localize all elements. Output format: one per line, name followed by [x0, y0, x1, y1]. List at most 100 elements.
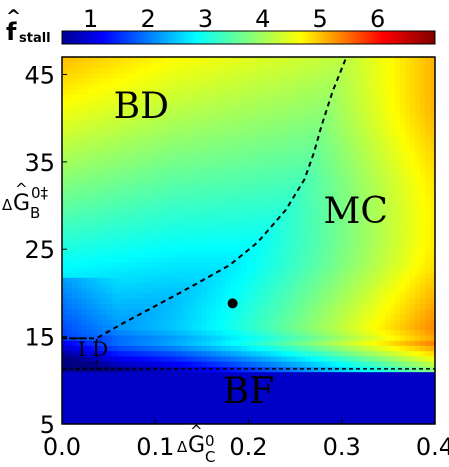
heatmap-cell	[181, 88, 187, 95]
heatmap-cell	[375, 114, 381, 121]
heatmap-cell	[196, 382, 202, 388]
heatmap-cell	[211, 266, 217, 273]
heatmap-cell	[295, 345, 302, 352]
heatmap-cell	[415, 397, 421, 404]
heatmap-cell	[280, 93, 287, 100]
heatmap-cell	[196, 282, 202, 289]
heatmap-cell	[241, 62, 247, 69]
heatmap-cell	[211, 83, 217, 90]
heatmap-cell	[216, 408, 222, 415]
heatmap-cell	[191, 413, 197, 420]
heatmap-cell	[226, 67, 232, 74]
heatmap-cell	[390, 382, 396, 388]
heatmap-cell	[410, 308, 416, 315]
heatmap-cell	[330, 209, 337, 215]
heatmap-cell	[141, 140, 148, 147]
heatmap-cell	[265, 156, 272, 163]
heatmap-cell	[106, 376, 113, 383]
heatmap-cell	[141, 67, 148, 74]
heatmap-cell	[335, 340, 342, 346]
heatmap-cell	[62, 77, 68, 84]
heatmap-cell	[201, 408, 207, 415]
heatmap-cell	[280, 413, 287, 420]
heatmap-cell	[186, 408, 192, 415]
heatmap-cell	[241, 88, 247, 95]
heatmap-cell	[191, 418, 197, 424]
heatmap-cell	[131, 266, 138, 273]
heatmap-cell	[141, 198, 148, 205]
heatmap-cell	[325, 413, 332, 420]
heatmap-cell	[96, 418, 103, 424]
heatmap-cell	[305, 303, 312, 310]
heatmap-cell	[305, 387, 312, 394]
heatmap-cell	[106, 93, 113, 100]
heatmap-cell	[400, 271, 406, 278]
heatmap-cell	[176, 198, 182, 205]
heatmap-cell	[201, 271, 207, 278]
heatmap-cell	[186, 83, 192, 90]
heatmap-cell	[121, 182, 128, 189]
heatmap-cell	[166, 256, 173, 263]
heatmap-cell	[250, 334, 257, 341]
heatmap-cell	[285, 135, 292, 142]
heatmap-cell	[380, 114, 386, 121]
heatmap-cell	[335, 188, 342, 194]
heatmap-cell	[390, 83, 396, 90]
heatmap-cell	[305, 382, 312, 388]
heatmap-cell	[265, 361, 272, 367]
heatmap-cell	[91, 298, 98, 305]
heatmap-cell	[216, 261, 222, 268]
heatmap-cell	[156, 235, 163, 242]
heatmap-cell	[285, 104, 292, 111]
heatmap-cell	[335, 67, 342, 74]
heatmap-cell	[62, 177, 68, 184]
heatmap-cell	[62, 135, 68, 142]
heatmap-cell	[241, 282, 247, 289]
heatmap-cell	[141, 277, 148, 284]
heatmap-cell	[285, 172, 292, 179]
heatmap-cell	[221, 403, 227, 409]
heatmap-cell	[126, 83, 133, 90]
heatmap-cell	[216, 371, 222, 378]
heatmap-cell	[360, 156, 366, 163]
heatmap-cell	[400, 387, 406, 394]
heatmap-cell	[196, 303, 202, 310]
heatmap-cell	[151, 57, 158, 63]
heatmap-cell	[96, 182, 103, 189]
heatmap-cell	[141, 266, 148, 273]
heatmap-cell	[350, 413, 357, 420]
heatmap-cell	[265, 287, 272, 294]
heatmap-cell	[405, 245, 411, 252]
heatmap-cell	[111, 214, 118, 221]
heatmap-cell	[201, 403, 207, 409]
heatmap-cell	[400, 329, 406, 336]
heatmap-cell	[106, 172, 113, 179]
heatmap-cell	[350, 193, 357, 200]
heatmap-cell	[131, 319, 138, 325]
heatmap-cell	[290, 261, 297, 268]
heatmap-cell	[186, 282, 192, 289]
heatmap-cell	[360, 203, 366, 210]
heatmap-cell	[186, 177, 192, 184]
heatmap-cell	[265, 413, 272, 420]
heatmap-cell	[62, 182, 68, 189]
heatmap-cell	[290, 408, 297, 415]
heatmap-cell	[315, 334, 322, 341]
heatmap-cell	[330, 167, 337, 173]
heatmap-cell	[156, 250, 163, 257]
heatmap-cell	[211, 345, 217, 352]
heatmap-cell	[255, 324, 262, 331]
heatmap-cell	[156, 62, 163, 69]
heatmap-cell	[201, 151, 207, 158]
heatmap-cell	[221, 83, 227, 90]
heatmap-cell	[131, 224, 138, 231]
heatmap-cell	[360, 397, 366, 404]
heatmap-cell	[151, 403, 158, 409]
heatmap-cell	[275, 167, 282, 173]
heatmap-cell	[380, 119, 386, 126]
heatmap-cell	[290, 188, 297, 194]
heatmap-cell	[196, 345, 202, 352]
heatmap-cell	[166, 230, 173, 236]
heatmap-cell	[196, 287, 202, 294]
heatmap-cell	[176, 67, 182, 74]
